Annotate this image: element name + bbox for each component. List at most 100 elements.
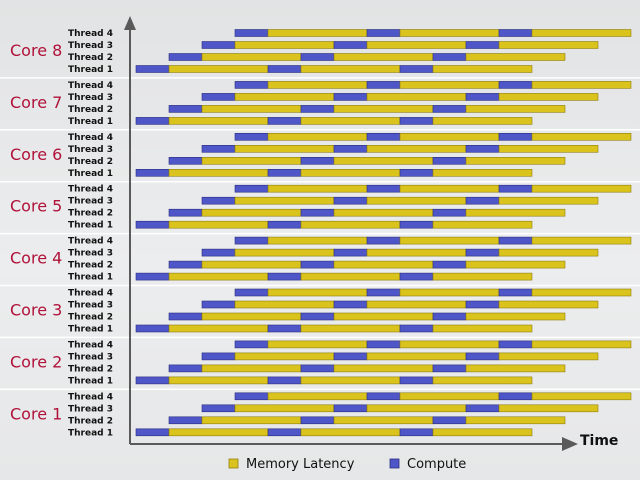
compute-segment [465,300,500,309]
compute-segment [465,248,500,257]
compute-segment [168,260,203,269]
compute-segment [366,392,401,401]
memory-latency-segment [465,260,566,269]
core-group: Core 7 Thread 4 Thread 3 Thread 2 Thread 1 [0,77,640,127]
memory-latency-segment [300,117,401,125]
compute-segment [135,169,170,177]
memory-latency-segment [168,117,269,125]
memory-latency-segment [333,53,434,61]
core-group: Core 8 Thread 4 Thread 3 Thread 2 Thread 1 [10,29,632,75]
thread-label: Thread 3 [68,145,113,155]
compute-segment [333,93,368,101]
memory-latency-segment [399,184,500,193]
compute-segment [465,196,500,205]
memory-latency-segment [168,65,269,73]
compute-segment [201,145,236,153]
compute-segment [201,248,236,257]
memory-latency-segment [432,272,533,281]
compute-segment [234,288,269,297]
thread-label: Thread 1 [68,221,113,231]
memory-latency-segment [168,169,269,177]
memory-latency-segment [300,428,401,437]
memory-latency-segment [498,196,599,205]
compute-segment [432,105,467,113]
compute-segment [300,208,335,217]
memory-latency-segment [498,145,599,153]
memory-latency-segment [399,236,500,245]
time-axis-label: Time [580,433,618,449]
thread-label: Thread 1 [68,428,113,438]
memory-latency-segment [234,196,335,205]
compute-segment [498,29,533,37]
memory-latency-segment [399,288,500,297]
memory-latency-segment [366,145,467,153]
compute-segment [498,133,533,141]
memory-latency-segment [531,392,632,401]
memory-latency-segment [399,29,500,37]
memory-latency-segment [333,208,434,217]
compute-segment [333,41,368,49]
thread-label: Thread 2 [68,53,113,63]
core-label: Core 2 [10,352,62,371]
memory-latency-segment [465,105,566,113]
memory-latency-segment [333,105,434,113]
core-label: Core 6 [10,145,62,164]
memory-latency-segment [168,428,269,437]
compute-segment [366,184,401,193]
memory-latency-segment [201,105,302,113]
compute-segment [399,272,434,281]
compute-segment [498,288,533,297]
memory-latency-segment [234,145,335,153]
compute-segment [168,416,203,425]
legend-label-compute: Compute [407,457,466,472]
compute-segment [135,65,170,73]
compute-segment [135,324,170,333]
compute-segment [234,133,269,141]
thread-label: Thread 2 [68,364,113,374]
memory-latency-segment [234,404,335,413]
compute-segment [465,404,500,413]
compute-segment [432,364,467,373]
memory-latency-segment [333,260,434,269]
memory-latency-segment [168,220,269,229]
compute-segment [399,428,434,437]
compute-segment [399,324,434,333]
memory-latency-segment [300,376,401,385]
compute-segment [201,352,236,361]
compute-segment [300,312,335,321]
memory-latency-segment [300,65,401,73]
thread-label: Thread 1 [68,169,113,179]
compute-segment [168,157,203,165]
core-label: Core 7 [10,93,62,112]
memory-latency-segment [234,248,335,257]
compute-segment [432,208,467,217]
compute-segment [432,53,467,61]
memory-latency-segment [267,81,368,89]
memory-latency-segment [201,364,302,373]
compute-segment [366,133,401,141]
memory-latency-segment [366,300,467,309]
core-label: Core 3 [10,301,62,320]
thread-label: Thread 2 [68,209,113,219]
compute-segment [366,340,401,349]
compute-segment [267,324,302,333]
compute-segment [300,105,335,113]
memory-latency-segment [267,133,368,141]
compute-segment [465,145,500,153]
thread-label: Thread 4 [68,133,113,143]
compute-segment [201,300,236,309]
memory-latency-segment [201,260,302,269]
memory-latency-segment [531,288,632,297]
thread-label: Thread 4 [68,340,113,350]
thread-label: Thread 3 [68,249,113,259]
compute-segment [432,416,467,425]
memory-latency-segment [267,288,368,297]
compute-segment [168,53,203,61]
compute-segment [366,236,401,245]
memory-latency-segment [432,220,533,229]
thread-label: Thread 3 [68,197,113,207]
core-label: Core 5 [10,197,62,216]
memory-latency-segment [267,29,368,37]
compute-segment [168,208,203,217]
